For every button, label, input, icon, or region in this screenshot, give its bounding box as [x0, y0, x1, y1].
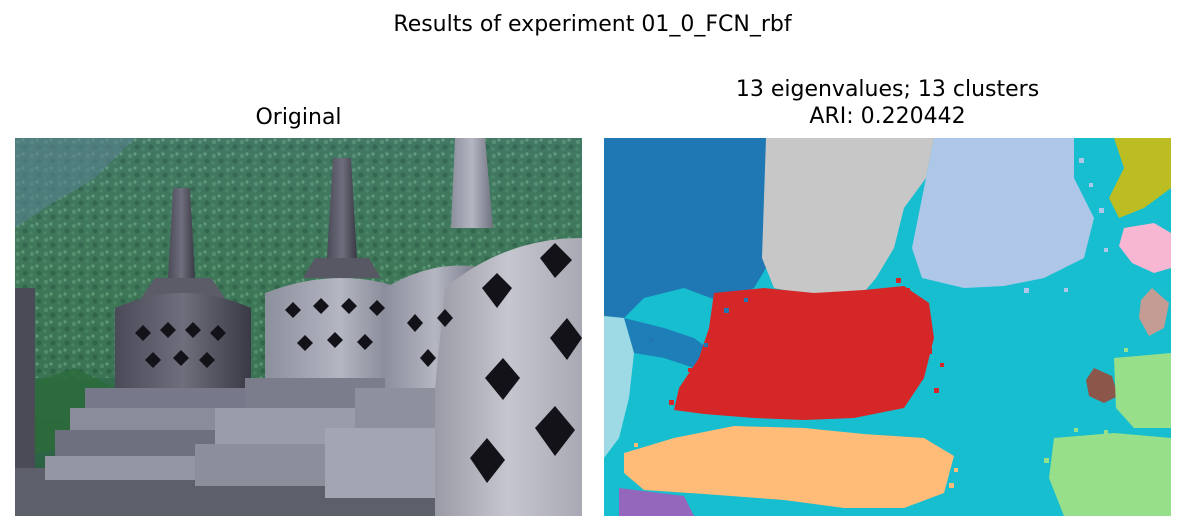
original-image	[15, 138, 582, 516]
original-panel-title: Original	[255, 105, 342, 130]
ari-score: ARI: 0.220442	[809, 104, 966, 129]
figure-title: Results of experiment 01_0_FCN_rbf	[393, 12, 792, 37]
segmentation-title-line-1: 13 eigenvalues; 13 clusters	[735, 77, 1040, 102]
segmentation-panel-title: 13 eigenvalues; 13 clusters ARI: 0.22044…	[604, 76, 1171, 130]
segmentation-image	[604, 138, 1171, 516]
